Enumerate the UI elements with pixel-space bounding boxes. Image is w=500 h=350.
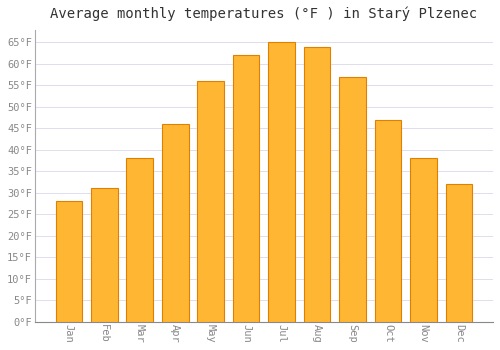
- Bar: [374, 120, 402, 322]
- Bar: [162, 124, 188, 322]
- Bar: [304, 47, 330, 322]
- Bar: [268, 42, 295, 322]
- Title: Average monthly temperatures (°F ) in Starý Plzenec: Average monthly temperatures (°F ) in St…: [50, 7, 478, 21]
- Bar: [198, 81, 224, 322]
- Bar: [91, 188, 118, 322]
- Bar: [339, 77, 366, 322]
- Bar: [410, 158, 437, 322]
- Bar: [233, 55, 260, 322]
- Bar: [56, 201, 82, 322]
- Bar: [126, 158, 153, 322]
- Bar: [446, 184, 472, 322]
